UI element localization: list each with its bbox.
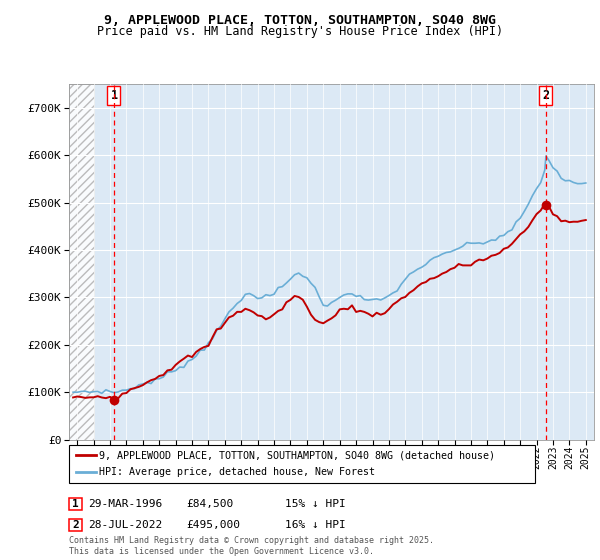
Text: 16% ↓ HPI: 16% ↓ HPI [285,520,346,530]
Text: £495,000: £495,000 [186,520,240,530]
Text: 1: 1 [110,90,118,102]
Text: 29-MAR-1996: 29-MAR-1996 [88,499,163,509]
Text: 9, APPLEWOOD PLACE, TOTTON, SOUTHAMPTON, SO40 8WG (detached house): 9, APPLEWOOD PLACE, TOTTON, SOUTHAMPTON,… [99,450,495,460]
Text: 15% ↓ HPI: 15% ↓ HPI [285,499,346,509]
Text: 28-JUL-2022: 28-JUL-2022 [88,520,163,530]
Text: HPI: Average price, detached house, New Forest: HPI: Average price, detached house, New … [99,467,375,477]
Text: £84,500: £84,500 [186,499,233,509]
Text: 2: 2 [542,90,550,102]
Text: 2: 2 [72,520,79,530]
Text: Price paid vs. HM Land Registry's House Price Index (HPI): Price paid vs. HM Land Registry's House … [97,25,503,38]
Text: 1: 1 [72,499,79,509]
Text: Contains HM Land Registry data © Crown copyright and database right 2025.
This d: Contains HM Land Registry data © Crown c… [69,536,434,556]
Text: 9, APPLEWOOD PLACE, TOTTON, SOUTHAMPTON, SO40 8WG: 9, APPLEWOOD PLACE, TOTTON, SOUTHAMPTON,… [104,14,496,27]
